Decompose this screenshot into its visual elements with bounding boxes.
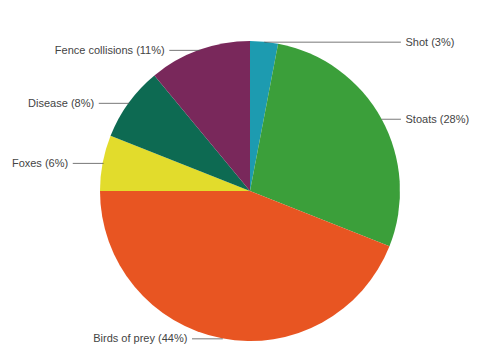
svg-text:Foxes (6%): Foxes (6%) — [12, 157, 68, 169]
svg-text:Fence collisions (11%): Fence collisions (11%) — [55, 44, 165, 56]
svg-text:Shot (3%): Shot (3%) — [406, 36, 455, 48]
svg-text:Birds of prey (44%): Birds of prey (44%) — [93, 332, 187, 344]
svg-text:Stoats (28%): Stoats (28%) — [406, 113, 470, 125]
svg-text:Disease (8%): Disease (8%) — [28, 97, 94, 109]
